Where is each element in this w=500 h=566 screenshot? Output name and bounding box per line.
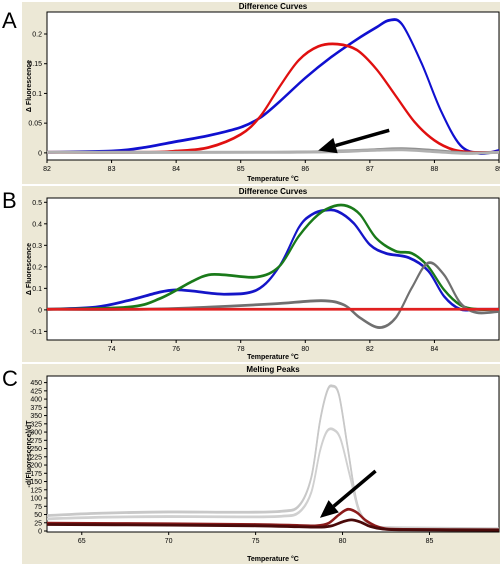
y-tick-label: 325 [30,421,42,428]
x-tick-label: 86 [301,166,309,173]
y-tick-label: 0.05 [28,121,42,128]
y-tick-label: 450 [30,380,42,387]
x-tick-label: 85 [237,166,245,173]
panel-label-b: B [2,188,17,213]
x-axis-label: Temperature °C [247,555,299,563]
y-tick-label: 50 [34,512,42,519]
y-tick-label: 200 [30,463,42,470]
series-line-3-replicate [47,262,499,329]
x-tick-label: 89 [495,166,500,173]
y-tick-label: 400 [30,397,42,404]
x-tick-label: 75 [252,538,260,545]
x-axis-label: Temperature °C [247,353,299,361]
plot-area [46,11,500,161]
y-tick-label: 150 [30,479,42,486]
series-line-1-replicate [47,209,499,312]
y-tick-label: 125 [30,487,42,494]
series-line-2 [47,42,499,153]
chart-title: Melting Peaks [246,365,300,374]
series-line-4-replicate [47,519,499,532]
plot-area [46,375,500,533]
y-tick-label: 275 [30,438,42,445]
y-axis-label: Δ Fluorescence [26,60,33,112]
y-tick-label: 0.2 [32,264,42,271]
y-tick-label: 250 [30,446,42,453]
series-line-4 [47,518,499,531]
y-tick-label: 350 [30,413,42,420]
y-tick-label: 0.1 [32,286,42,293]
y-tick-label: 300 [30,430,42,437]
y-tick-label: 25 [34,520,42,527]
arrow-shaft [335,128,390,148]
y-tick-label: 0.15 [28,61,42,68]
x-tick-label: 78 [237,346,245,353]
x-tick-label: 87 [366,166,374,173]
y-tick-label: 225 [30,454,42,461]
y-tick-label: 0.1 [32,91,42,98]
series-line-2-replicate [47,204,499,311]
y-axis-label: Δ Fluorescence [26,243,33,295]
y-tick-label: 0 [38,307,42,314]
x-tick-label: 65 [78,538,86,545]
y-tick-label: 0.5 [32,200,42,207]
x-tick-label: 74 [108,346,116,353]
y-axis-label: -d(Fluorescence)/dT [26,420,33,488]
series-line-3 [47,507,499,530]
y-tick-label: 0.3 [32,243,42,250]
chart-title: Difference Curves [239,2,308,11]
x-tick-label: 84 [172,166,180,173]
chart-panel-2: Difference Curves 74 76 78 80 82 84 -0.1 0 0.1 0.2… [22,186,500,362]
chart-title: Difference Curves [239,187,308,196]
y-tick-label: 0.2 [32,31,42,38]
x-tick-label: 82 [43,166,51,173]
y-tick-label: 75 [34,504,42,511]
series-group [47,203,499,329]
y-tick-label: 425 [30,388,42,395]
series-group [47,384,499,532]
series-line-4-replicate [47,149,499,155]
x-axis-label: Temperature °C [247,175,299,183]
y-tick-label: 0.4 [32,221,42,228]
y-tick-label: 100 [30,496,42,503]
arrow-head [319,500,339,518]
x-tick-label: 83 [108,166,116,173]
panel-label-c: C [2,366,18,391]
x-tick-label: 76 [172,346,180,353]
x-tick-label: 88 [431,166,439,173]
y-tick-label: 0 [38,150,42,157]
x-tick-label: 80 [339,538,347,545]
arrow-head [318,137,338,154]
panel-label-a: A [2,8,17,33]
arrow-shaft [332,469,377,508]
y-tick-label: 375 [30,405,42,412]
y-tick-label: 175 [30,471,42,478]
series-group [47,18,499,156]
x-tick-label: 70 [165,538,173,545]
series-line-2-replicate [47,43,499,154]
x-tick-label: 80 [301,346,309,353]
y-tick-label: 0 [38,529,42,536]
x-tick-label: 84 [431,346,439,353]
x-tick-label: 82 [366,346,374,353]
y-tick-label: -0.1 [30,329,42,336]
chart-panel-1: Difference Curves 82 83 84 85 86 87 88 89 0 0.05 0.… [22,2,500,184]
series-line-4 [47,148,499,154]
series-line-1-replicate [47,19,499,156]
x-tick-label: 85 [426,538,434,545]
